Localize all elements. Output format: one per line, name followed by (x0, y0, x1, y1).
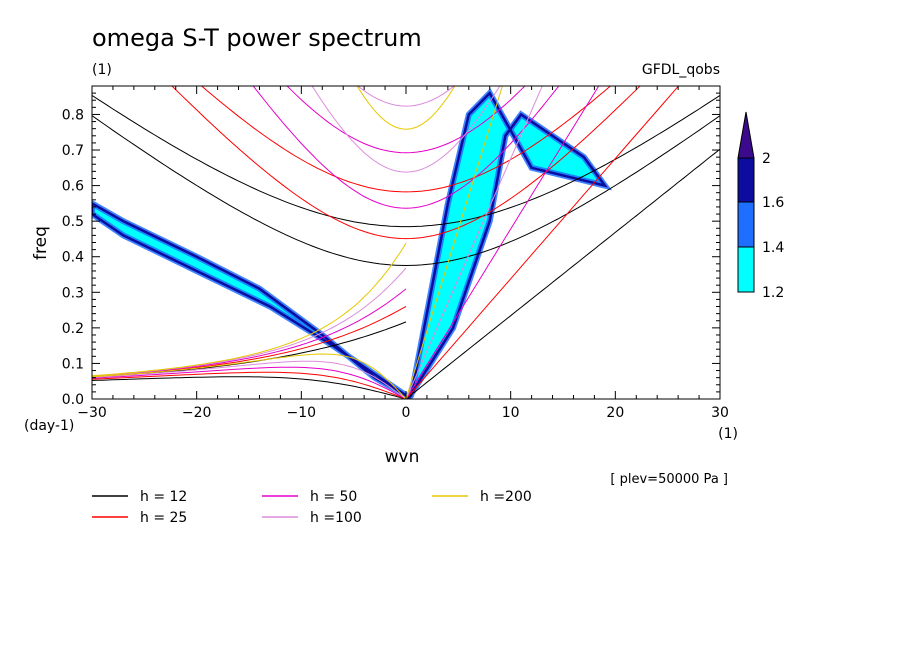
curve-h200-rossby-n1 (92, 353, 407, 399)
colorbar-box-1 (737, 246, 755, 293)
chart-subtitle-left: (1) (92, 62, 112, 78)
y-tick-label: 0.0 (62, 392, 84, 408)
curve-h100-rossby-n1 (92, 360, 407, 399)
y-tick-label: 0.2 (62, 321, 84, 337)
power-contours (92, 88, 613, 399)
curve-h200-mrg (92, 242, 407, 377)
curve-h200-kelvin (405, 86, 503, 399)
curve-h100-ig-n1 (311, 86, 501, 173)
curve-h200-ig-n1 (356, 86, 456, 130)
y-axis-label: freq (31, 226, 51, 260)
colorbar-label: 2 (762, 151, 771, 167)
colorbar: 1.2 1.4 1.6 2 (737, 111, 784, 301)
y-tick-label: 0.3 (62, 285, 84, 301)
x-tick-label: −30 (77, 405, 107, 421)
curve-h50-ig-n1 (252, 86, 560, 209)
legend-label: h = 12 (140, 489, 187, 505)
x-tick-label: −20 (182, 405, 212, 421)
y-tick-label: 0.7 (62, 143, 84, 159)
curve-h25-rossby-n1 (92, 371, 407, 399)
legend-label: h = 50 (310, 489, 357, 505)
y-tick-label: 0.6 (62, 179, 84, 195)
y-tick-label: 0.8 (62, 107, 84, 123)
dispersion-curves (92, 86, 720, 399)
x-tick-label: 0 (402, 405, 411, 421)
curve-h50-rossby-n1 (92, 366, 407, 399)
y-unit-label: (day-1) (24, 418, 74, 434)
curve-h12-rossby-n1 (92, 376, 407, 399)
legend: h = 12 h = 25 h = 50 h =100 h =200 (92, 489, 532, 526)
curve-h25-ig-n1 (171, 86, 641, 240)
y-tick-label: 0.5 (62, 214, 84, 230)
curve-h12-ig-n1 (92, 115, 720, 267)
curve-h50-kelvin (405, 86, 600, 399)
x-tick-label: 10 (502, 405, 520, 421)
plot-frame (91, 85, 721, 400)
y-tick-label: 0.1 (62, 356, 84, 372)
rossby-band (92, 203, 406, 396)
x-tick-label: 20 (606, 405, 624, 421)
curve-h12-ig-n2 (92, 94, 720, 228)
chart-title: omega S-T power spectrum (92, 24, 422, 52)
level-annotation: [ plev=50000 Pa ] (610, 472, 728, 487)
x-axis-label: wvn (385, 447, 420, 467)
colorbar-box-2 (737, 201, 755, 248)
curve-h25-kelvin (405, 86, 680, 399)
legend-label: h =100 (310, 510, 362, 526)
colorbar-label: 1.6 (762, 195, 784, 211)
curve-h100-ig-n2 (357, 86, 455, 107)
curve-h100-kelvin (405, 86, 543, 399)
legend-label: h =200 (480, 489, 532, 505)
y-tick-label: 0.4 (62, 250, 84, 266)
colorbar-triangle (737, 111, 755, 159)
x-tick-label: 30 (711, 405, 729, 421)
chart-subtitle-right: GFDL_qobs (642, 62, 720, 78)
x-tick-label: −10 (287, 405, 317, 421)
colorbar-label: 1.4 (762, 240, 784, 256)
x-axis-ticks: −30 −20 −10 0 10 20 30 (77, 86, 729, 421)
curve-h50-ig-n2 (286, 86, 526, 154)
curve-h12-kelvin (405, 148, 720, 399)
x-unit-label: (1) (718, 426, 738, 442)
y-axis-ticks: 0.0 0.1 0.2 0.3 0.4 0.5 0.6 0.7 0.8 (62, 85, 720, 408)
colorbar-box-3 (737, 157, 755, 203)
kelvin-band-level-3 (407, 91, 608, 399)
legend-label: h = 25 (140, 510, 187, 526)
curve-h25-ig-n2 (200, 86, 612, 193)
colorbar-label: 1.2 (762, 285, 784, 301)
